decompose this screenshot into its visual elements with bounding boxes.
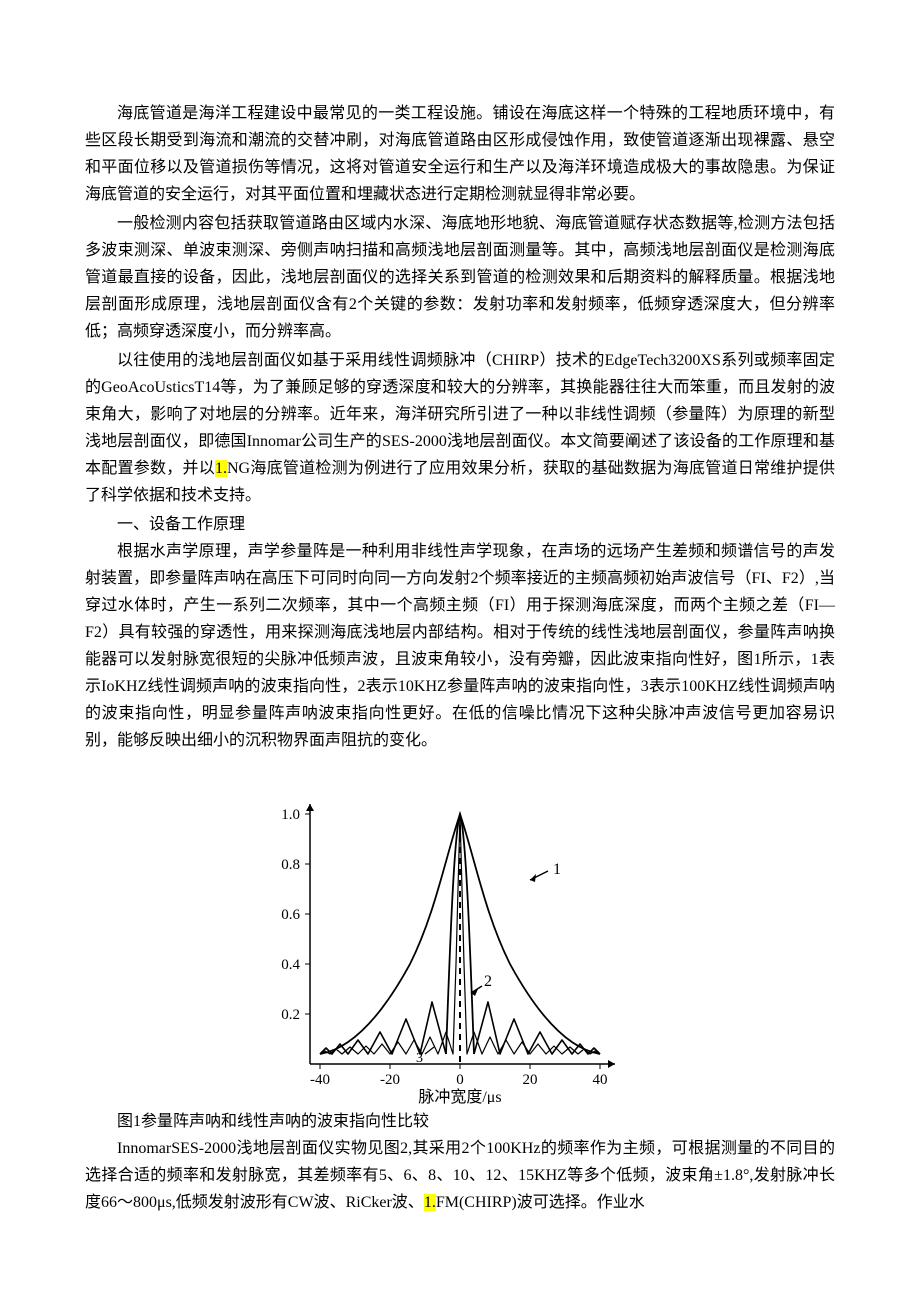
text-run: 以往使用的浅地层剖面仪如基于采用线性调频脉冲（CHIRP）技术的EdgeTech… [85,352,835,477]
svg-text:2: 2 [484,973,492,990]
svg-text:-40: -40 [310,1072,330,1088]
svg-text:40: 40 [593,1072,608,1088]
svg-text:0.4: 0.4 [281,957,300,973]
section-heading: 一、设备工作原理 [85,511,835,538]
svg-text:20: 20 [523,1072,538,1088]
paragraph: 以往使用的浅地层剖面仪如基于采用线性调频脉冲（CHIRP）技术的EdgeTech… [85,347,835,509]
svg-text:0.6: 0.6 [281,907,300,923]
paragraph: 一般检测内容包括获取管道路由区域内水深、海底地形地貌、海底管道赋存状态数据等,检… [85,210,835,345]
svg-text:0.8: 0.8 [281,857,300,873]
highlighted-text: 1. [215,460,227,477]
svg-text:0.2: 0.2 [281,1007,300,1023]
paragraph: 根据水声学原理，声学参量阵是一种利用非线性声学现象，在声场的远场产生差频和频谱信… [85,538,835,754]
svg-text:-20: -20 [380,1072,400,1088]
svg-text:3: 3 [416,1051,423,1066]
highlighted-text: 1. [424,1194,436,1211]
svg-text:1.0: 1.0 [281,807,300,823]
paragraph: InnomarSES-2000浅地层剖面仪实物见图2,其采用2个100KHz的频… [85,1135,835,1216]
figure-caption: 图1参量阵声呐和线性声呐的波束指向性比较 [85,1108,835,1135]
svg-text:1: 1 [553,861,561,878]
document-page: 海底管道是海洋工程建设中最常见的一类工程设施。铺设在海底这样一个特殊的工程地质环… [0,0,920,1278]
figure-1: -40 -20 0 20 40 1.0 0.8 0.6 0.4 0.2 脉冲宽度/μs 1 2 3 [85,764,835,1104]
paragraph: 海底管道是海洋工程建设中最常见的一类工程设施。铺设在海底这样一个特殊的工程地质环… [85,100,835,208]
svg-text:脉冲宽度/μs: 脉冲宽度/μs [418,1088,501,1104]
text-run: FM(CHIRP)波可选择。作业水 [436,1194,645,1211]
beam-directivity-chart: -40 -20 0 20 40 1.0 0.8 0.6 0.4 0.2 脉冲宽度/μs 1 2 3 [270,764,650,1104]
svg-text:0: 0 [456,1072,464,1088]
